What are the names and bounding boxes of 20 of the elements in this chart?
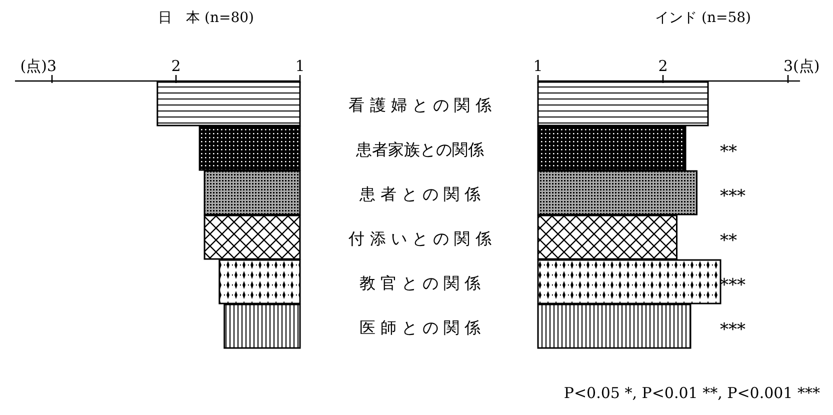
- chart-title: インド (n=58): [655, 10, 751, 26]
- data-label: ***: [720, 275, 746, 296]
- x-tick-label: 2: [171, 57, 181, 75]
- y-tick-label: 患者家族との関係: [355, 140, 484, 159]
- data-label: **: [720, 142, 738, 162]
- chart-title: 日 本 (n=80): [158, 10, 254, 26]
- y-tick-label: 医 師 と の 関 係: [359, 318, 481, 337]
- data-label: ***: [720, 320, 746, 340]
- y-tick-label: 患 者 と の 関 係: [358, 184, 481, 204]
- x-tick-label: 3(点): [784, 57, 820, 75]
- text: P<0.05 *, P<0.01 **, P<0.001 ***: [564, 384, 820, 402]
- y-tick-label: 教 官 と の 関 係: [359, 273, 481, 292]
- data-label: **: [720, 230, 738, 251]
- data-label: ***: [720, 186, 746, 206]
- x-tick-label: 1: [295, 57, 305, 75]
- x-tick-label: 2: [658, 57, 668, 75]
- y-tick-label: 付 添 い と の 関 係: [348, 228, 492, 248]
- y-tick-label: 看 護 婦 と の 関 係: [348, 95, 492, 114]
- x-tick-label: (点)3: [20, 57, 56, 75]
- x-tick-label: 1: [533, 57, 543, 75]
